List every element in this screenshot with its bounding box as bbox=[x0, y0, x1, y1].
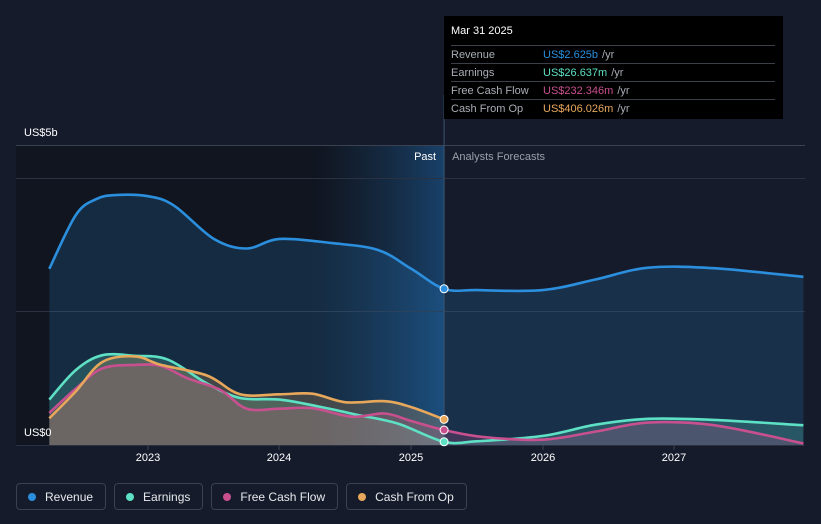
tooltip-row-label: Cash From Op bbox=[451, 102, 524, 115]
legend-label: Cash From Op bbox=[375, 489, 454, 504]
tooltip-row-label: Revenue bbox=[451, 48, 496, 61]
x-tick-label: 2025 bbox=[399, 452, 423, 464]
tooltip-row-unit: /yr bbox=[611, 66, 624, 79]
x-tick-label: 2026 bbox=[531, 452, 555, 464]
legend-dot-icon bbox=[126, 492, 135, 501]
tooltip-rows: Revenue US$2.625b/yr Earnings US$26.637m/yr… bbox=[451, 45, 775, 117]
legend-item-earnings[interactable]: Earnings bbox=[114, 483, 204, 510]
area-revenue bbox=[49, 194, 804, 445]
tooltip-row-value: US$2.625b bbox=[543, 48, 599, 61]
tooltip-date: Mar 31 2025 bbox=[451, 25, 513, 37]
tooltip-row-value: US$406.026m bbox=[543, 102, 614, 115]
y-axis-bottom-label: US$0 bbox=[24, 427, 52, 439]
legend-label: Free Cash Flow bbox=[240, 489, 326, 504]
x-axis-ticks: 2023 2024 2025 2026 2027 bbox=[136, 445, 686, 464]
x-tick-label: 2027 bbox=[662, 452, 686, 464]
tooltip-row-label: Free Cash Flow bbox=[451, 84, 529, 97]
point-earnings[interactable] bbox=[439, 437, 449, 447]
tooltip-row-revenue: Revenue US$2.625b/yr bbox=[451, 45, 775, 63]
legend-item-revenue[interactable]: Revenue bbox=[16, 483, 107, 510]
series-lines bbox=[48, 193, 804, 445]
point-free-cash-flow[interactable] bbox=[439, 425, 449, 435]
tooltip-row-unit: /yr bbox=[602, 48, 615, 61]
chart-legend: Revenue Earnings Free Cash Flow Cash From O… bbox=[16, 483, 467, 510]
legend-label: Earnings bbox=[143, 489, 191, 504]
tooltip-row-cash-from-op: Cash From Op US$406.026m/yr bbox=[451, 99, 775, 117]
tooltip-row-earnings: Earnings US$26.637m/yr bbox=[451, 63, 775, 81]
tooltip-row-free-cash-flow: Free Cash Flow US$232.346m/yr bbox=[451, 81, 775, 99]
line-free-cash-flow[interactable] bbox=[48, 363, 804, 445]
line-cash-from-op[interactable] bbox=[48, 354, 445, 421]
tooltip-row-value: US$232.346m bbox=[543, 84, 614, 97]
point-revenue[interactable] bbox=[439, 284, 449, 294]
legend-item-free-cash-flow[interactable]: Free Cash Flow bbox=[211, 483, 339, 510]
x-tick-label: 2023 bbox=[136, 452, 160, 464]
point-cash-from-op[interactable] bbox=[439, 414, 449, 424]
forecast-label: Analysts Forecasts bbox=[452, 151, 545, 163]
legend-dot-icon bbox=[223, 492, 232, 501]
area-free-cash-flow bbox=[49, 364, 804, 445]
x-tick-label: 2024 bbox=[267, 452, 291, 464]
legend-dot-icon bbox=[358, 492, 367, 501]
tooltip-row-label: Earnings bbox=[451, 66, 495, 79]
legend-item-cash-from-op[interactable]: Cash From Op bbox=[346, 483, 467, 510]
line-revenue[interactable] bbox=[48, 193, 804, 293]
past-highlight-band bbox=[311, 145, 445, 445]
tooltip-row-unit: /yr bbox=[617, 102, 630, 115]
tooltip-row-value: US$26.637m bbox=[543, 66, 608, 79]
past-label: Past bbox=[414, 151, 436, 163]
tooltip-row-unit: /yr bbox=[617, 84, 630, 97]
legend-dot-icon bbox=[28, 492, 36, 501]
hover-points bbox=[439, 284, 449, 447]
y-axis-top-label: US$5b bbox=[24, 127, 58, 139]
legend-label: Revenue bbox=[45, 489, 94, 504]
tooltip-panel: Mar 31 2025 Revenue US$2.625b/yr Earnings U… bbox=[444, 16, 783, 119]
area-cash-from-op bbox=[49, 356, 445, 445]
